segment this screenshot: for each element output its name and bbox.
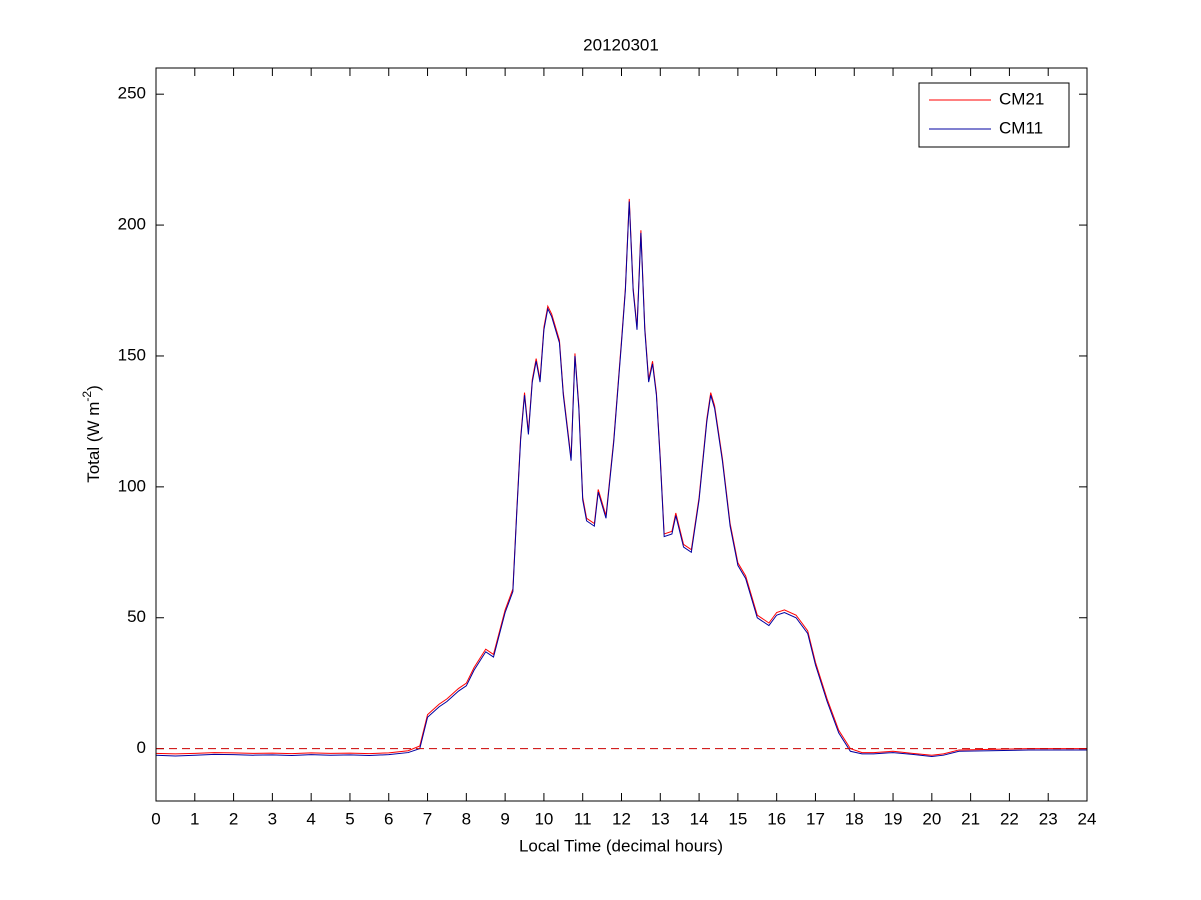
- x-tick-label: 17: [806, 809, 825, 828]
- y-tick-label: 100: [118, 476, 146, 495]
- y-tick-label: 50: [127, 607, 146, 626]
- y-axis-label-end: ): [84, 385, 103, 391]
- legend-label: CM21: [999, 89, 1044, 108]
- x-tick-label: 6: [384, 809, 393, 828]
- y-tick-label: 250: [118, 84, 146, 103]
- legend: CM21 CM11: [918, 82, 1070, 148]
- y-axis-label-text: Total (W m: [84, 402, 103, 483]
- x-tick-label: 12: [612, 809, 631, 828]
- y-tick-label: 200: [118, 215, 146, 234]
- x-tick-label: 13: [651, 809, 670, 828]
- x-tick-label: 11: [574, 809, 592, 828]
- x-tick-label: 2: [229, 809, 238, 828]
- x-tick-label: 19: [884, 809, 903, 828]
- x-tick-label: 7: [423, 809, 432, 828]
- legend-label: CM11: [999, 118, 1043, 137]
- y-tick-label: 150: [118, 345, 146, 364]
- x-tick-label: 20: [922, 809, 941, 828]
- x-tick-label: 14: [690, 809, 709, 828]
- x-tick-label: 18: [845, 809, 864, 828]
- y-axis-label: Total (W m-2): [80, 385, 103, 483]
- y-axis-label-sup: -2: [80, 391, 94, 402]
- x-tick-label: 9: [500, 809, 509, 828]
- x-tick-label: 0: [151, 809, 160, 828]
- x-tick-label: 8: [462, 809, 471, 828]
- x-axis-label: Local Time (decimal hours): [519, 836, 723, 855]
- x-tick-label: 21: [961, 809, 980, 828]
- x-tick-label: 10: [534, 809, 553, 828]
- x-tick-label: 1: [190, 809, 199, 828]
- chart-title: 20120301: [583, 35, 659, 54]
- series-line: [155, 201, 1087, 758]
- legend-box: [918, 82, 1070, 148]
- y-tick-label: 0: [137, 738, 146, 757]
- x-tick-label: 22: [1000, 809, 1019, 828]
- x-tick-label: 16: [767, 809, 786, 828]
- x-tick-label: 23: [1039, 809, 1058, 828]
- x-tick-label: 3: [268, 809, 277, 828]
- plot-frame: [155, 67, 1088, 802]
- x-tick-label: 5: [345, 809, 354, 828]
- x-tick-label: 15: [728, 809, 747, 828]
- x-tick-label: 4: [306, 809, 315, 828]
- x-tick-label: 24: [1078, 809, 1097, 828]
